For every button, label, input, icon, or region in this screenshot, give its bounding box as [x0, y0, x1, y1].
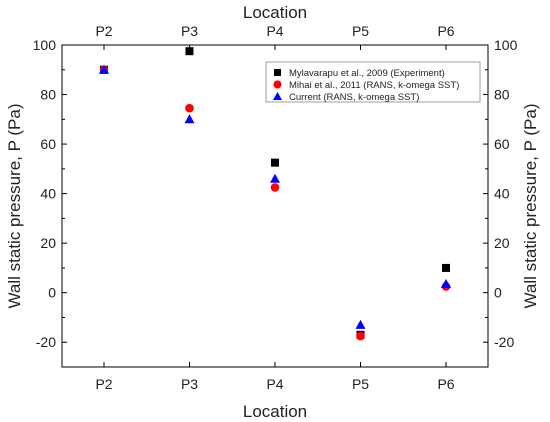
legend-marker-experiment [274, 69, 281, 76]
y-axis-title: Wall static pressure, P (Pa) [5, 103, 24, 308]
point-current-p2 [99, 64, 109, 74]
point-experiment-p3 [185, 47, 194, 56]
x-tick-label-top-p3: P3 [181, 23, 198, 39]
legend-box [265, 61, 481, 103]
y-axis-title-right: Wall static pressure, P (Pa) [521, 103, 540, 308]
point-mihai-p3 [185, 103, 194, 113]
y-tick-label-right-60: 60 [494, 136, 510, 152]
point-current-p6 [441, 279, 451, 289]
x-tick-label-bottom-p2: P2 [95, 376, 112, 392]
x-axis-title-top: Location [243, 3, 307, 22]
x-tick-label-top-p6: P6 [437, 23, 454, 39]
point-current-p5 [355, 319, 366, 329]
legend-marker-current [273, 92, 282, 100]
y-tick-label-right-20: 20 [494, 235, 510, 251]
x-tick-label-bottom-p3: P3 [181, 376, 198, 392]
data-points [99, 47, 451, 341]
y-tick-label-left-20: 20 [40, 235, 56, 251]
legend: Mylavarapu et al., 2009 (Experiment) Mih… [265, 61, 481, 103]
legend-label-current: Current (RANS, k-omega SST) [289, 92, 419, 103]
point-experiment-p6 [442, 263, 450, 272]
legend-label-experiment: Mylavarapu et al., 2009 (Experiment) [289, 68, 445, 79]
x-tick-label-bottom-p5: P5 [352, 376, 369, 392]
y-tick-label-left-40: 40 [40, 186, 56, 202]
point-mihai-p4 [270, 183, 280, 192]
x-axis-title: Location [243, 402, 307, 421]
y-tick-label-right--20: -20 [494, 334, 514, 350]
y-tick-label-left-60: 60 [40, 136, 56, 152]
y-tick-label-left-0: 0 [48, 285, 56, 301]
y-tick-label-left--20: -20 [36, 334, 56, 350]
y-tick-label-right-100: 100 [494, 37, 518, 53]
y-tick-label-right-0: 0 [494, 285, 502, 301]
legend-label-mihai: Mihai et al., 2011 (RANS, k-omega SST) [289, 80, 459, 91]
x-tick-label-bottom-p6: P6 [437, 376, 454, 392]
point-mihai-p5 [356, 331, 365, 341]
y-tick-label-left-80: 80 [40, 87, 56, 103]
x-tick-label-top-p5: P5 [352, 23, 369, 39]
y-tick-label-right-80: 80 [494, 87, 510, 103]
point-experiment-p4 [271, 158, 279, 167]
tick-labels: P2 P2 P3 P3 P4 P4 P5 P5 P6 P6 -20 -20 0 0 20 20 40 40 60 60… [33, 23, 518, 392]
y-tick-label-left-100: 100 [33, 37, 57, 53]
y-tick-label-right-40: 40 [494, 186, 510, 202]
x-tick-label-bottom-p4: P4 [266, 376, 283, 392]
point-current-p3 [184, 114, 195, 124]
legend-marker-mihai [273, 80, 282, 89]
x-tick-label-top-p4: P4 [266, 23, 283, 39]
point-current-p4 [270, 173, 280, 183]
x-tick-label-top-p2: P2 [95, 23, 112, 39]
